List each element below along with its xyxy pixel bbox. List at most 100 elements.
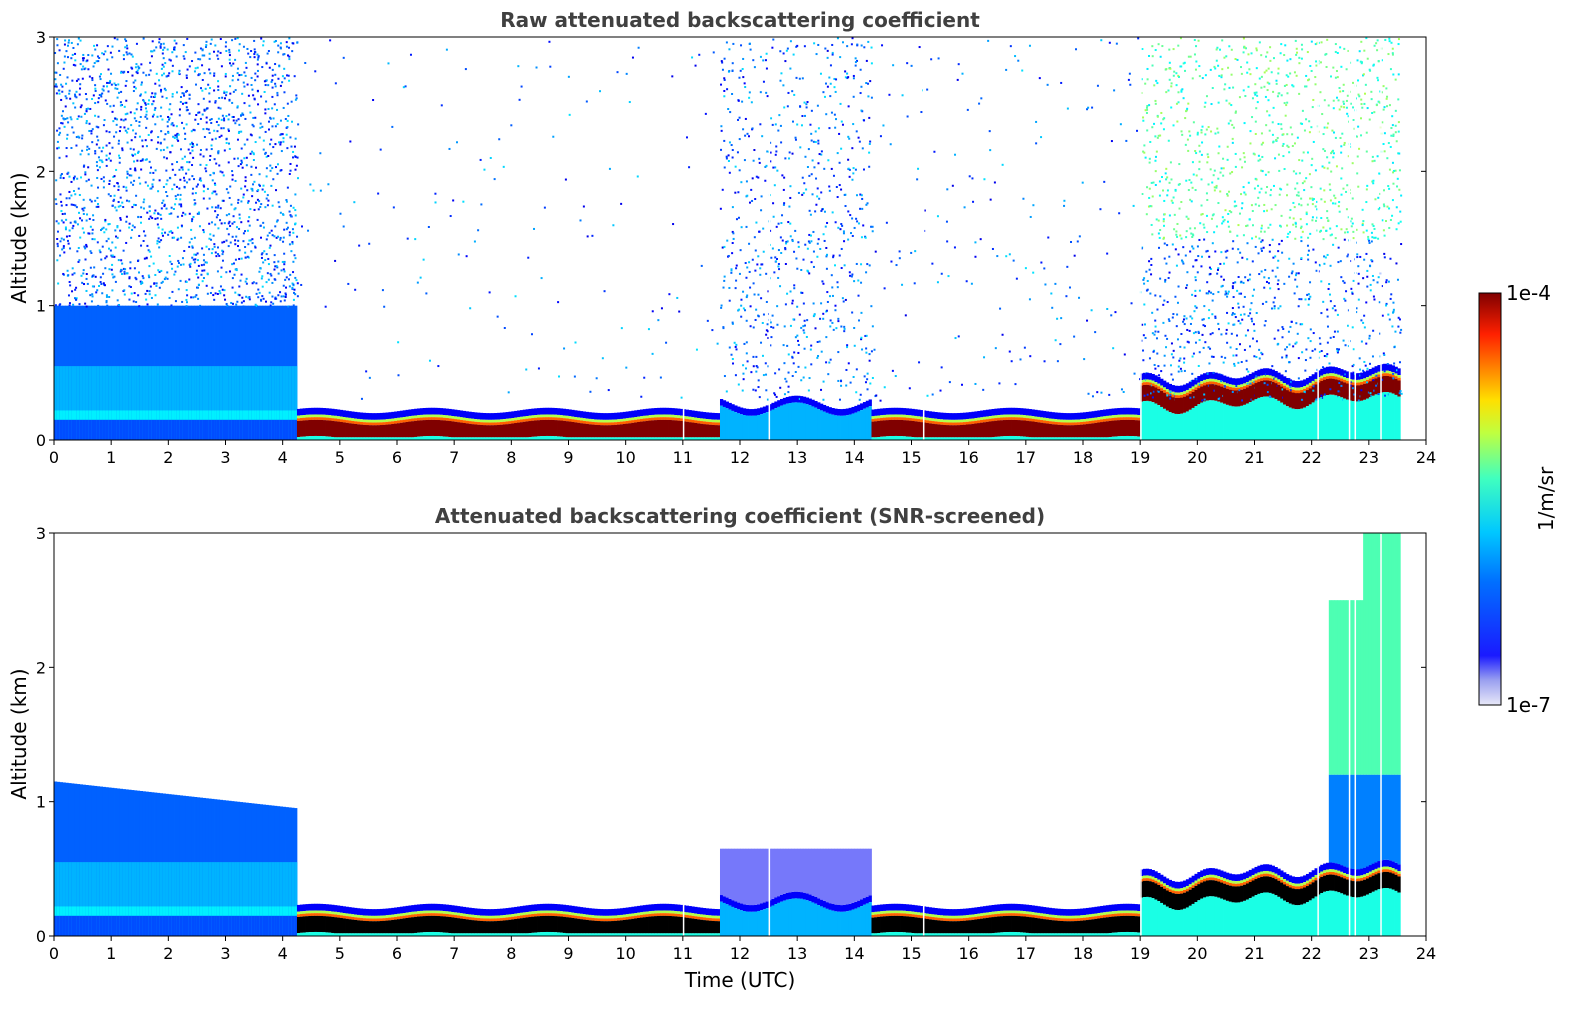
noise-pixel bbox=[1068, 286, 1071, 289]
noise-pixel bbox=[120, 273, 123, 276]
noise-pixel bbox=[177, 262, 180, 265]
heatmap-region bbox=[296, 39, 722, 440]
noise-pixel bbox=[116, 299, 119, 302]
noise-pixel bbox=[55, 85, 58, 88]
noise-pixel bbox=[82, 231, 85, 234]
aerosol-cell bbox=[119, 410, 123, 420]
aerosol-cell bbox=[219, 366, 224, 440]
noise-pixel bbox=[269, 169, 272, 172]
noise-pixel bbox=[155, 282, 158, 285]
noise-pixel bbox=[175, 185, 178, 188]
layer-cell bbox=[1148, 373, 1152, 380]
aerosol-cell bbox=[99, 366, 103, 440]
layer-cell bbox=[559, 420, 564, 437]
aerosol-cell bbox=[234, 410, 238, 420]
aerosol-cell bbox=[205, 366, 209, 440]
noise-pixel bbox=[237, 201, 240, 204]
noise-pixel bbox=[425, 292, 428, 295]
noise-pixel bbox=[1146, 78, 1149, 81]
layer-cell bbox=[565, 437, 569, 440]
layer-cell bbox=[1183, 396, 1187, 413]
layer-cell bbox=[791, 402, 795, 440]
noise-pixel bbox=[296, 41, 299, 44]
layer-cell bbox=[714, 412, 718, 420]
noise-pixel bbox=[292, 206, 295, 209]
noise-pixel bbox=[158, 246, 161, 249]
layer-cell bbox=[514, 437, 518, 440]
noise-pixel bbox=[732, 232, 735, 235]
noise-pixel bbox=[269, 304, 272, 307]
noise-pixel bbox=[1151, 126, 1154, 129]
noise-pixel bbox=[209, 72, 212, 75]
noise-pixel bbox=[843, 325, 846, 328]
noise-pixel bbox=[1056, 317, 1059, 320]
noise-pixel bbox=[84, 171, 87, 174]
noise-pixel bbox=[76, 250, 79, 253]
layer-cell bbox=[585, 423, 589, 438]
noise-pixel bbox=[274, 265, 277, 268]
noise-pixel bbox=[798, 77, 801, 80]
aerosol-cell bbox=[182, 419, 186, 440]
noise-pixel bbox=[151, 50, 154, 53]
noise-pixel bbox=[107, 247, 110, 250]
noise-pixel bbox=[786, 240, 789, 243]
noise-pixel bbox=[142, 99, 145, 102]
noise-pixel bbox=[85, 273, 88, 276]
noise-pixel bbox=[314, 70, 317, 73]
noise-pixel bbox=[760, 297, 763, 300]
noise-pixel bbox=[223, 117, 226, 120]
noise-pixel bbox=[71, 273, 74, 276]
noise-pixel bbox=[218, 97, 221, 100]
layer-cell bbox=[962, 412, 967, 420]
noise-pixel bbox=[216, 130, 219, 133]
noise-pixel bbox=[742, 128, 745, 131]
layer-cell bbox=[668, 407, 672, 415]
noise-pixel bbox=[749, 325, 752, 328]
noise-pixel bbox=[205, 40, 208, 43]
noise-pixel bbox=[1175, 230, 1178, 233]
layer-cell bbox=[359, 412, 364, 420]
layer-cell bbox=[1051, 412, 1055, 419]
layer-cell bbox=[654, 408, 658, 415]
layer-cell bbox=[705, 419, 709, 422]
noise-pixel bbox=[867, 40, 870, 43]
noise-pixel bbox=[87, 68, 90, 71]
layer-cell bbox=[1048, 411, 1052, 419]
noise-pixel bbox=[1176, 222, 1179, 225]
noise-pixel bbox=[1182, 246, 1185, 249]
noise-pixel bbox=[117, 200, 120, 203]
noise-pixel bbox=[190, 228, 193, 231]
layer-cell bbox=[1108, 437, 1112, 440]
noise-pixel bbox=[265, 300, 268, 303]
noise-pixel bbox=[112, 175, 115, 178]
noise-pixel bbox=[129, 147, 132, 150]
layer-cell bbox=[934, 411, 938, 419]
noise-pixel bbox=[792, 318, 795, 321]
noise-pixel bbox=[199, 148, 202, 151]
noise-pixel bbox=[292, 291, 295, 294]
layer-cell bbox=[519, 437, 524, 440]
noise-pixel bbox=[771, 123, 774, 126]
layer-cell bbox=[577, 437, 581, 440]
layer-cell bbox=[1011, 407, 1015, 415]
layer-cell bbox=[617, 412, 621, 420]
noise-pixel bbox=[800, 124, 803, 127]
layer-cell bbox=[419, 420, 424, 437]
layer-cell bbox=[834, 408, 838, 416]
layer-cell bbox=[534, 420, 538, 437]
noise-pixel bbox=[1178, 359, 1181, 362]
layer-cell bbox=[534, 417, 538, 421]
noise-pixel bbox=[820, 350, 823, 353]
noise-pixel bbox=[920, 111, 923, 114]
noise-pixel bbox=[77, 246, 80, 249]
layer-cell bbox=[1160, 388, 1164, 391]
noise-pixel bbox=[94, 199, 97, 202]
noise-pixel bbox=[217, 80, 220, 83]
layer-cell bbox=[699, 418, 704, 422]
layer-cell bbox=[748, 415, 752, 440]
noise-pixel bbox=[277, 260, 280, 263]
noise-pixel bbox=[751, 258, 754, 261]
layer-cell bbox=[437, 417, 441, 421]
noise-pixel bbox=[868, 165, 871, 168]
layer-cell bbox=[1005, 407, 1010, 415]
